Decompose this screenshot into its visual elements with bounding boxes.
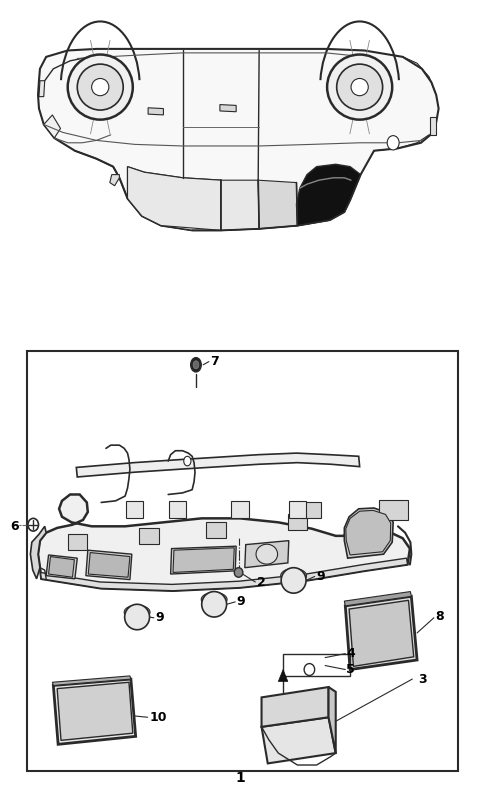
Ellipse shape <box>202 591 227 617</box>
Polygon shape <box>88 552 130 577</box>
Polygon shape <box>258 180 298 229</box>
Polygon shape <box>169 501 186 519</box>
Text: 10: 10 <box>149 711 167 724</box>
Polygon shape <box>140 528 158 543</box>
Text: 5: 5 <box>346 663 355 676</box>
Polygon shape <box>220 105 236 112</box>
Polygon shape <box>40 558 408 591</box>
Ellipse shape <box>234 567 243 577</box>
Polygon shape <box>262 717 336 764</box>
Polygon shape <box>86 550 132 579</box>
Polygon shape <box>379 500 408 520</box>
Circle shape <box>351 78 368 96</box>
Ellipse shape <box>184 456 191 466</box>
Polygon shape <box>289 501 306 519</box>
Polygon shape <box>57 682 133 741</box>
Polygon shape <box>48 556 74 577</box>
Polygon shape <box>344 508 393 558</box>
Polygon shape <box>38 495 410 591</box>
Text: 9: 9 <box>316 570 325 583</box>
Ellipse shape <box>201 592 227 606</box>
Text: 3: 3 <box>418 673 427 685</box>
Text: 6: 6 <box>11 519 19 533</box>
Ellipse shape <box>193 361 199 369</box>
Circle shape <box>327 54 392 120</box>
Polygon shape <box>128 167 221 231</box>
Ellipse shape <box>28 519 38 531</box>
Polygon shape <box>231 501 249 519</box>
Text: 9: 9 <box>156 611 164 624</box>
Circle shape <box>77 64 123 110</box>
Polygon shape <box>206 523 226 538</box>
Polygon shape <box>27 351 458 772</box>
Polygon shape <box>44 115 60 138</box>
Polygon shape <box>46 555 77 579</box>
Text: 7: 7 <box>210 355 219 368</box>
Ellipse shape <box>256 544 277 564</box>
Polygon shape <box>173 547 234 572</box>
Ellipse shape <box>387 136 399 150</box>
Polygon shape <box>76 453 360 477</box>
Polygon shape <box>302 503 322 519</box>
Polygon shape <box>245 540 289 567</box>
Polygon shape <box>431 117 436 135</box>
Polygon shape <box>345 596 417 670</box>
Text: 4: 4 <box>346 647 355 660</box>
Polygon shape <box>68 535 87 550</box>
Polygon shape <box>349 600 414 666</box>
Polygon shape <box>39 81 45 97</box>
Circle shape <box>336 64 383 110</box>
Text: 8: 8 <box>435 610 444 622</box>
Polygon shape <box>30 527 46 579</box>
Text: 9: 9 <box>237 595 245 608</box>
Polygon shape <box>126 501 144 519</box>
Ellipse shape <box>304 664 315 675</box>
Ellipse shape <box>191 358 201 372</box>
Text: 1: 1 <box>235 771 245 784</box>
Polygon shape <box>297 164 360 226</box>
Circle shape <box>68 54 133 120</box>
Polygon shape <box>52 676 131 685</box>
Polygon shape <box>346 511 391 555</box>
Polygon shape <box>328 687 336 753</box>
Polygon shape <box>288 515 307 531</box>
Polygon shape <box>221 180 259 231</box>
Ellipse shape <box>124 605 150 619</box>
Polygon shape <box>148 108 163 115</box>
Ellipse shape <box>125 604 150 630</box>
Polygon shape <box>262 687 328 727</box>
Polygon shape <box>38 49 439 231</box>
Ellipse shape <box>281 567 306 593</box>
Polygon shape <box>170 546 236 574</box>
Polygon shape <box>53 679 136 745</box>
Text: 2: 2 <box>257 575 265 588</box>
Polygon shape <box>110 175 120 186</box>
Circle shape <box>92 78 109 96</box>
Ellipse shape <box>281 568 307 583</box>
Polygon shape <box>128 167 221 231</box>
Polygon shape <box>278 670 288 681</box>
Polygon shape <box>344 591 411 606</box>
